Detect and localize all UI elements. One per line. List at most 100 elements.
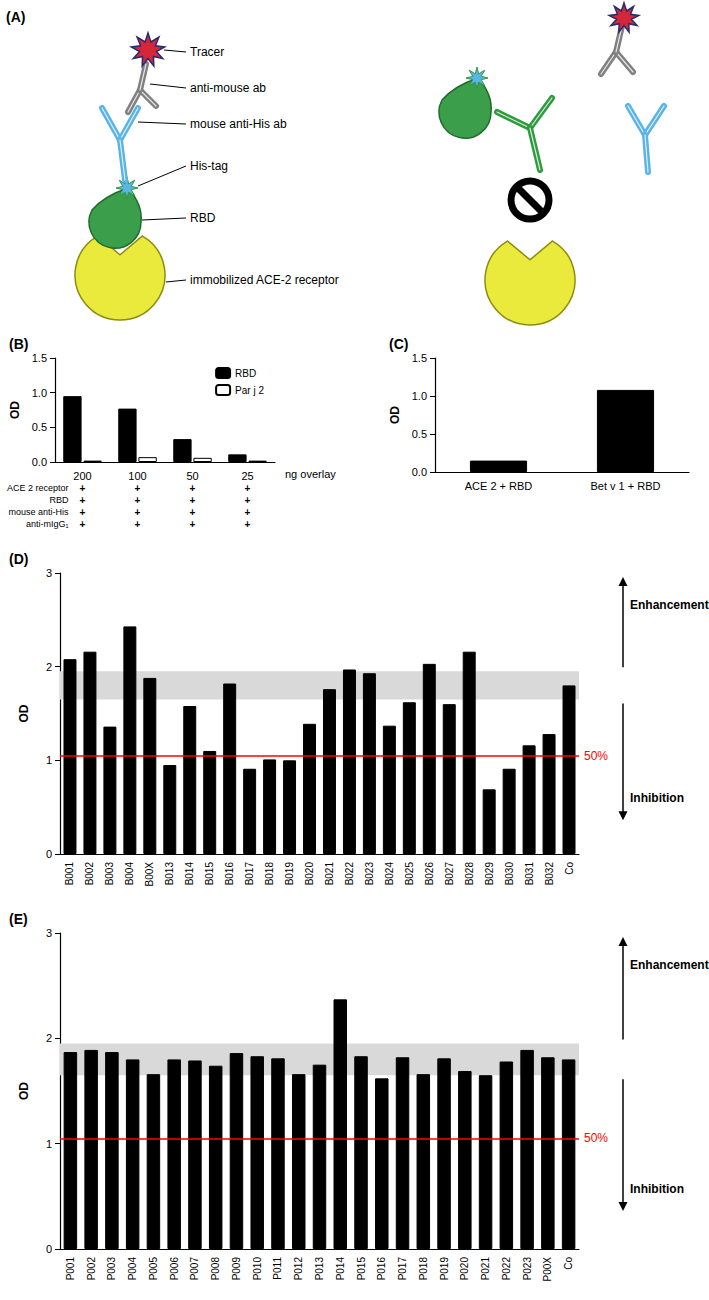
svg-text:+: +: [190, 519, 196, 530]
svg-text:Co: Co: [563, 1257, 574, 1270]
svg-text:B018: B018: [264, 862, 275, 886]
svg-text:50%: 50%: [584, 1131, 608, 1145]
svg-text:1: 1: [46, 1138, 52, 1150]
svg-text:(C): (C): [389, 336, 408, 352]
svg-text:0.5: 0.5: [412, 428, 427, 440]
svg-text:P004: P004: [127, 1257, 138, 1281]
svg-text:B026: B026: [424, 862, 435, 886]
svg-text:RBD: RBD: [235, 368, 256, 379]
svg-text:B025: B025: [404, 862, 415, 886]
svg-text:P011: P011: [272, 1257, 283, 1280]
svg-text:P005: P005: [148, 1257, 159, 1281]
svg-text:B00X: B00X: [144, 862, 155, 887]
svg-text:B019: B019: [284, 862, 295, 886]
svg-text:+: +: [80, 507, 86, 518]
svg-text:anti-mouse ab: anti-mouse ab: [190, 81, 266, 95]
svg-text:+: +: [245, 495, 251, 506]
svg-text:P006: P006: [169, 1257, 180, 1281]
svg-text:3: 3: [46, 567, 52, 579]
svg-text:B014: B014: [184, 862, 195, 886]
svg-text:(A): (A): [6, 9, 25, 25]
svg-text:P009: P009: [231, 1257, 242, 1281]
svg-text:+: +: [135, 507, 141, 518]
svg-text:OD: OD: [388, 406, 402, 424]
svg-text:2: 2: [46, 1032, 52, 1044]
svg-text:B003: B003: [104, 862, 115, 886]
svg-text:200: 200: [73, 470, 91, 482]
svg-text:B023: B023: [364, 862, 375, 886]
svg-text:P019: P019: [439, 1257, 450, 1281]
svg-text:OD: OD: [17, 1082, 31, 1100]
svg-text:P017: P017: [397, 1257, 408, 1281]
svg-text:1: 1: [46, 754, 52, 766]
svg-text:+: +: [80, 483, 86, 494]
svg-text:0.5: 0.5: [32, 421, 47, 433]
svg-text:immobilized ACE-2 receptor: immobilized ACE-2 receptor: [190, 273, 339, 287]
svg-text:2: 2: [46, 661, 52, 673]
svg-text:P014: P014: [335, 1257, 346, 1281]
svg-text:B001: B001: [64, 862, 75, 886]
svg-text:50: 50: [186, 470, 198, 482]
svg-text:B028: B028: [464, 862, 475, 886]
svg-text:B016: B016: [224, 862, 235, 886]
svg-text:+: +: [190, 507, 196, 518]
svg-text:0.0: 0.0: [32, 456, 47, 468]
svg-text:B017: B017: [244, 862, 255, 886]
svg-text:ACE 2 + RBD: ACE 2 + RBD: [465, 480, 533, 492]
svg-text:B002: B002: [84, 862, 95, 886]
svg-text:ACE 2 receptor: ACE 2 receptor: [7, 483, 69, 493]
svg-text:+: +: [80, 519, 86, 530]
svg-text:P020: P020: [459, 1257, 470, 1281]
svg-text:B015: B015: [204, 862, 215, 886]
svg-text:100: 100: [128, 470, 146, 482]
svg-text:1.0: 1.0: [32, 387, 47, 399]
svg-text:Inhibition: Inhibition: [630, 1182, 684, 1196]
svg-text:0: 0: [46, 848, 52, 860]
svg-text:+: +: [190, 495, 196, 506]
svg-text:B013: B013: [164, 862, 175, 886]
svg-text:P023: P023: [522, 1257, 533, 1281]
svg-text:mouse anti-His ab: mouse anti-His ab: [190, 117, 287, 131]
svg-text:1.0: 1.0: [412, 390, 427, 402]
svg-text:P021: P021: [480, 1257, 491, 1281]
svg-text:0.0: 0.0: [412, 466, 427, 478]
svg-text:Co: Co: [564, 862, 575, 875]
svg-text:P015: P015: [356, 1257, 367, 1281]
svg-text:(D): (D): [9, 551, 28, 567]
svg-text:(E): (E): [9, 911, 28, 927]
svg-text:B031: B031: [524, 862, 535, 886]
svg-text:P018: P018: [418, 1257, 429, 1281]
svg-text:B021: B021: [324, 862, 335, 886]
svg-text:ng overlay: ng overlay: [285, 468, 336, 480]
svg-text:B022: B022: [344, 862, 355, 886]
svg-text:3: 3: [46, 927, 52, 939]
svg-text:25: 25: [241, 470, 253, 482]
svg-text:+: +: [80, 495, 86, 506]
svg-text:RBD: RBD: [190, 211, 216, 225]
svg-text:B029: B029: [484, 862, 495, 886]
svg-text:P003: P003: [106, 1257, 117, 1281]
svg-text:1.5: 1.5: [32, 352, 47, 364]
svg-text:P001: P001: [65, 1257, 76, 1281]
svg-text:+: +: [245, 507, 251, 518]
svg-text:+: +: [135, 519, 141, 530]
svg-text:B004: B004: [124, 862, 135, 886]
svg-text:Enhancement: Enhancement: [630, 958, 709, 972]
svg-text:P013: P013: [314, 1257, 325, 1281]
svg-text:P00X: P00X: [542, 1257, 553, 1282]
svg-text:1.5: 1.5: [412, 352, 427, 364]
svg-text:P007: P007: [189, 1257, 200, 1281]
svg-text:P016: P016: [376, 1257, 387, 1281]
svg-text:+: +: [135, 495, 141, 506]
svg-text:anti-mIgG₁: anti-mIgG₁: [26, 519, 69, 529]
svg-text:P022: P022: [501, 1257, 512, 1281]
svg-text:P010: P010: [252, 1257, 263, 1281]
svg-text:Inhibition: Inhibition: [630, 791, 684, 805]
svg-text:P002: P002: [86, 1257, 97, 1281]
svg-text:P012: P012: [293, 1257, 304, 1281]
svg-text:B024: B024: [384, 862, 395, 886]
svg-text:B020: B020: [304, 862, 315, 886]
svg-text:+: +: [245, 519, 251, 530]
svg-text:B032: B032: [544, 862, 555, 886]
svg-text:(B): (B): [9, 336, 28, 352]
